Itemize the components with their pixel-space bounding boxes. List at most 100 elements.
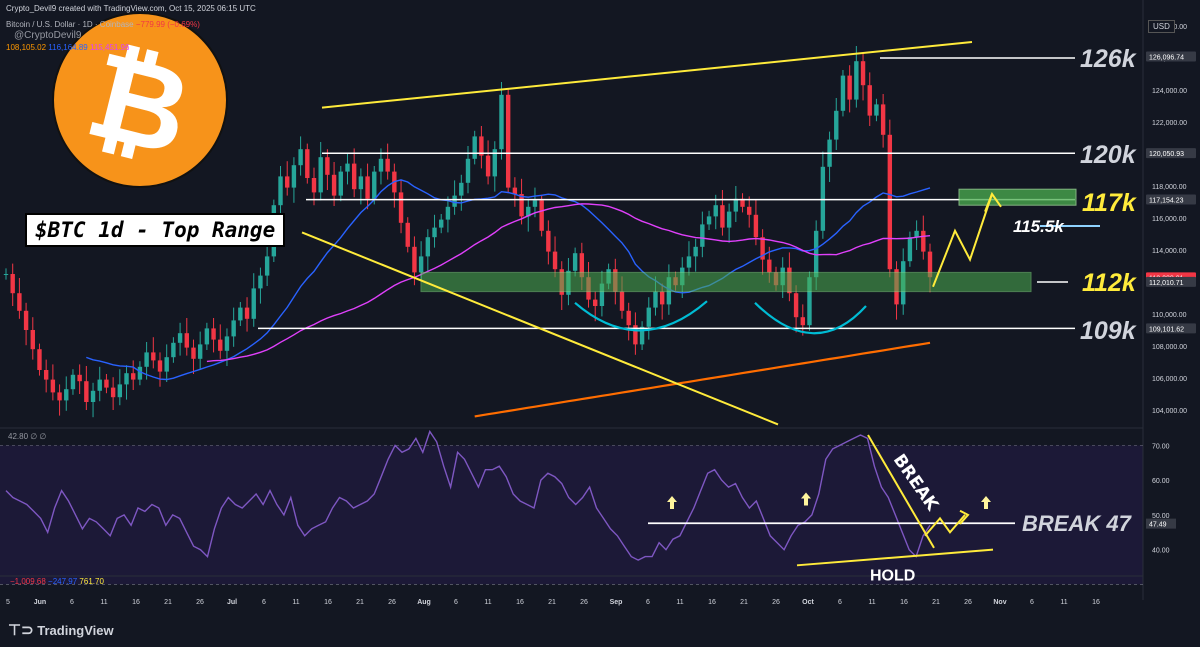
candle <box>157 352 163 387</box>
candle <box>338 166 343 202</box>
candle <box>398 179 404 234</box>
candle <box>131 360 136 390</box>
time-tick-label: 11 <box>1060 599 1067 606</box>
level-label-120k: 120k <box>1080 141 1137 169</box>
time-tick-label: 6 <box>70 599 74 606</box>
candle-body <box>626 310 631 326</box>
candle <box>720 190 725 236</box>
time-tick-label: 6 <box>454 599 458 606</box>
rsi-projection <box>924 514 966 537</box>
candle <box>211 318 216 353</box>
candle-body <box>700 224 705 247</box>
price-tick-label: 122,000.00 <box>1152 120 1187 127</box>
candle-body <box>110 387 116 398</box>
price-tick-label: 106,000.00 <box>1152 376 1187 383</box>
time-tick-label: 21 <box>164 599 172 606</box>
candle <box>345 153 350 185</box>
candle-body <box>485 155 491 177</box>
candle-body <box>164 357 169 372</box>
candle <box>97 366 102 402</box>
candle-body <box>77 374 82 382</box>
candle-body <box>572 253 578 271</box>
candle <box>258 267 263 304</box>
candle <box>445 196 451 233</box>
candle <box>365 163 370 210</box>
candle-body <box>720 205 725 228</box>
candle <box>264 243 270 286</box>
time-tick-label: 26 <box>580 599 588 606</box>
time-tick-label: 26 <box>388 599 396 606</box>
candle-body <box>760 237 765 260</box>
candle <box>914 220 919 250</box>
candle-body <box>30 330 35 350</box>
candle-body <box>90 390 96 402</box>
candle-body <box>43 370 49 380</box>
candle <box>197 331 203 370</box>
candle-body <box>867 85 872 116</box>
price-marker-bg <box>1146 323 1196 334</box>
price-marker-bg <box>1146 148 1196 159</box>
rsi-tick-label: 40.00 <box>1152 548 1170 555</box>
candle-body <box>372 171 377 199</box>
ma-fast-value: 116,164.89 <box>48 43 88 52</box>
candle-body <box>526 206 531 217</box>
time-tick-label: Jul <box>227 599 237 606</box>
candle-body <box>813 230 819 278</box>
rsi-hold-trendline <box>796 548 994 567</box>
candle-body <box>532 200 538 207</box>
time-tick-label: 11 <box>292 599 299 606</box>
rsi-tick-label: 60.00 <box>1152 478 1170 485</box>
candle-body <box>224 336 230 351</box>
price-marker-label: 109,101.62 <box>1149 326 1184 333</box>
candle-body <box>218 339 223 351</box>
candle-body <box>747 206 752 215</box>
candle-body <box>398 192 404 223</box>
candle-body <box>3 274 9 275</box>
candle-body <box>124 373 129 385</box>
candle <box>30 317 35 360</box>
candle <box>706 210 712 230</box>
candle-body <box>345 163 350 172</box>
ma-mid-value: 115,451.96 <box>89 43 130 52</box>
candle <box>847 65 852 113</box>
candle <box>867 72 872 126</box>
candle <box>285 161 290 196</box>
time-tick-label: 21 <box>932 599 940 606</box>
time-tick-label: 11 <box>868 599 875 606</box>
candle-body <box>887 134 893 270</box>
price-marker-bg <box>1146 51 1196 62</box>
candle-body <box>365 176 370 199</box>
candle-body <box>492 149 497 177</box>
candle-body <box>579 253 585 278</box>
macd-value-1: −1,009.68 <box>10 577 46 586</box>
candle-body <box>231 320 236 337</box>
candle <box>90 382 96 418</box>
candle <box>184 318 189 356</box>
candle-body <box>907 237 913 262</box>
descending-trendline <box>301 231 779 426</box>
candle-body <box>157 360 163 372</box>
up-arrow-icon <box>667 495 677 509</box>
candle-body <box>325 157 330 175</box>
candle <box>325 149 330 190</box>
candle <box>485 140 491 185</box>
currency-selector[interactable]: USD <box>1148 20 1175 33</box>
candle-body <box>499 94 504 150</box>
rsi-marker-label: 47.49 <box>1149 522 1167 529</box>
candle <box>17 278 22 319</box>
price-marker-label: 112,010.71 <box>1149 280 1184 287</box>
tradingview-logo[interactable]: ⊤⊃ TradingView <box>8 621 114 639</box>
candle <box>298 136 303 176</box>
candle <box>887 119 893 278</box>
candle-body <box>445 206 451 220</box>
candle-body <box>251 288 256 319</box>
candle-body <box>546 230 551 252</box>
candle-body <box>619 291 625 311</box>
candle-body <box>84 381 89 402</box>
candle-body <box>10 274 15 294</box>
candle <box>3 268 9 280</box>
candle-body <box>914 230 919 238</box>
candle-body <box>418 256 424 273</box>
candle <box>713 194 718 230</box>
